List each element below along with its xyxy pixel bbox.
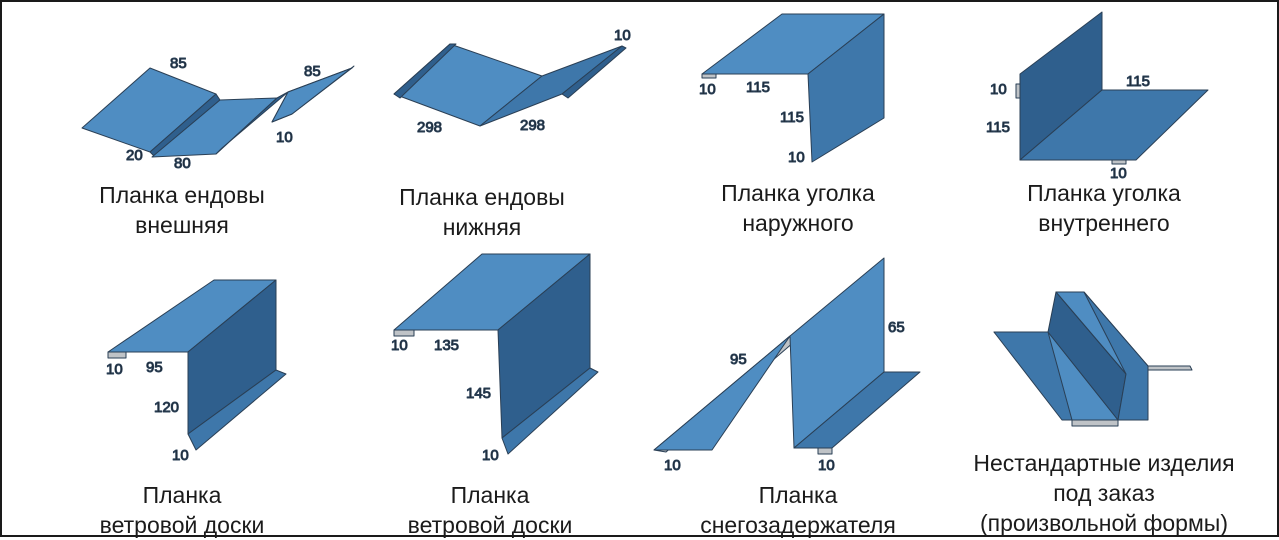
caption-valley-outer: Планка ендовы внешняя xyxy=(99,182,265,238)
dim-label: 10 xyxy=(172,447,189,464)
dim-label: 145 xyxy=(466,385,491,402)
dim-label: 10 xyxy=(788,149,805,166)
dim-label: 120 xyxy=(154,399,179,416)
drawing-wind-board-2: 10 135 145 10 xyxy=(391,253,599,465)
drawing-valley-outer: 85 85 20 80 10 xyxy=(81,55,355,173)
dim-label: 10 xyxy=(664,457,681,474)
dim-label: 80 xyxy=(174,155,191,172)
caption-custom: Нестандартные изделия под заказ (произво… xyxy=(973,450,1235,536)
drawing-wind-board-1: 10 95 120 10 xyxy=(106,279,287,465)
caption-corner-outer: Планка уголка наружного xyxy=(721,180,875,236)
drawing-corner-outer: 10 115 115 10 xyxy=(699,13,885,167)
dim-label: 135 xyxy=(434,337,459,354)
dim-label: 10 xyxy=(391,337,408,354)
dim-label: 10 xyxy=(482,447,499,464)
dim-label: 115 xyxy=(1126,73,1150,90)
dim-label: 115 xyxy=(746,79,770,96)
drawing-custom xyxy=(993,291,1193,427)
dim-label: 10 xyxy=(1110,165,1127,182)
dim-label: 298 xyxy=(520,117,545,134)
dim-label: 298 xyxy=(417,119,442,136)
dim-label: 10 xyxy=(614,27,631,44)
dim-label: 10 xyxy=(276,129,293,146)
drawing-corner-inner: 10 115 115 10 xyxy=(986,11,1209,183)
dim-label: 85 xyxy=(170,55,187,72)
drawing-snow-guard: 95 65 10 10 xyxy=(653,257,921,475)
caption-corner-inner: Планка уголка внутреннего xyxy=(1027,180,1181,236)
caption-snow-guard: Планка снегозадержателя xyxy=(700,482,896,538)
dim-label: 10 xyxy=(990,81,1007,98)
dim-label: 95 xyxy=(146,359,163,376)
dim-label: 20 xyxy=(126,147,143,164)
dim-label: 10 xyxy=(818,457,835,474)
dim-label: 115 xyxy=(780,109,804,126)
dim-label: 85 xyxy=(304,63,321,80)
dim-label: 95 xyxy=(730,351,747,368)
dim-label: 65 xyxy=(888,319,905,336)
caption-wind-board-1: Планка ветровой доски xyxy=(99,482,265,538)
dim-label: 10 xyxy=(106,361,123,378)
caption-valley-lower: Планка ендовы нижняя xyxy=(399,184,565,240)
drawing-valley-lower: 10 298 298 xyxy=(393,27,631,137)
dim-label: 10 xyxy=(699,81,716,98)
caption-wind-board-2: Планка ветровой доски xyxy=(407,482,573,538)
dim-label: 115 xyxy=(986,119,1010,136)
